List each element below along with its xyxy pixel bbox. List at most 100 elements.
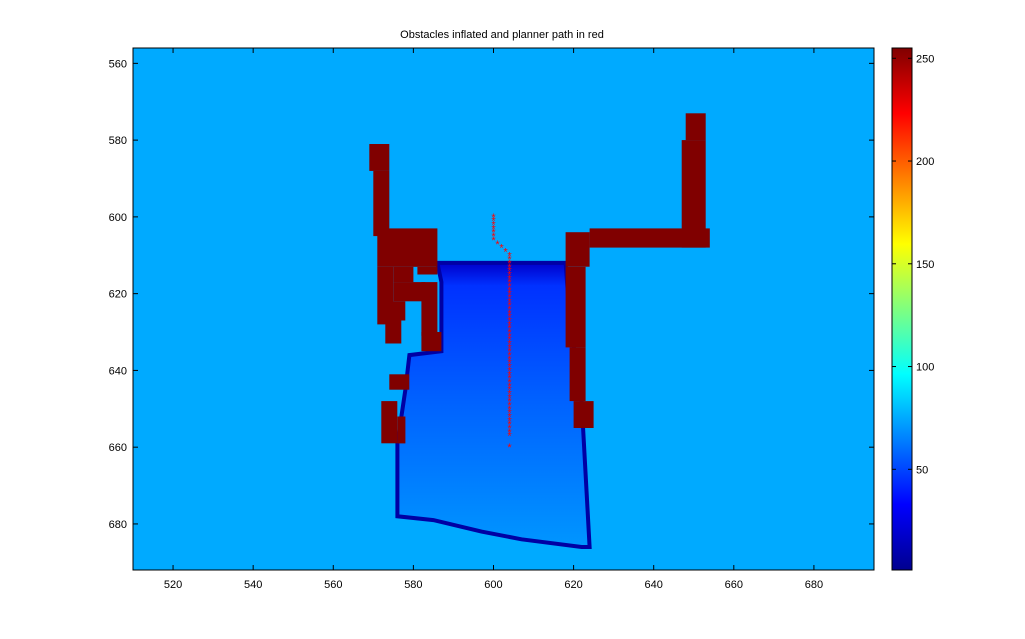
y-tick-label: 560 (109, 58, 127, 70)
obstacle-cell (393, 266, 414, 283)
x-tick-label: 620 (564, 579, 582, 591)
obstacle-cell (681, 140, 706, 248)
path-point: * (507, 327, 512, 339)
floor-region (397, 262, 590, 547)
obstacle-cell (381, 401, 398, 444)
path-point: * (507, 388, 512, 400)
path-point: * (503, 246, 508, 258)
colorbar: 50 100 150 200 250 (891, 47, 934, 571)
path-point: * (507, 319, 512, 331)
path-point: * (507, 400, 512, 412)
chart-title: Obstacles inflated and planner path in r… (400, 29, 604, 41)
x-tick-label: 540 (244, 579, 262, 591)
path-point: * (507, 354, 512, 366)
x-tick-label: 520 (164, 579, 182, 591)
path-point: * (507, 412, 512, 424)
path-point: * (491, 223, 496, 235)
path-point: * (507, 362, 512, 374)
planner-path: ******* * * * ******************************… (491, 212, 512, 454)
x-tick-label: 660 (725, 579, 743, 591)
obstacle-cell (565, 266, 586, 348)
obstacle-cell (421, 282, 438, 336)
y-tick-label: 640 (109, 365, 127, 377)
path-point: * (507, 381, 512, 393)
path-point: * (507, 350, 512, 362)
path-point: * (507, 346, 512, 358)
path-point: * (507, 281, 512, 293)
colorbar-ticks: 50 100 150 200 250 (892, 53, 934, 476)
path-point: * (507, 365, 512, 377)
obstacle-layer (369, 113, 710, 444)
path-point: * (507, 404, 512, 416)
obstacle-cell (685, 113, 706, 141)
path-point: * (491, 231, 496, 243)
y-tick-label: 620 (109, 289, 127, 301)
path-point: * (507, 423, 512, 435)
path-point: * (507, 431, 512, 443)
path-point: * (507, 285, 512, 297)
path-point: * (507, 277, 512, 289)
path-point: * (507, 300, 512, 312)
path-point: * (507, 270, 512, 282)
path-point: * (491, 227, 496, 239)
path-point: * (507, 296, 512, 308)
obstacle-cell (421, 332, 442, 352)
path-point: * (491, 235, 496, 247)
obstacle-cell (573, 401, 594, 428)
obstacle-cell (373, 170, 390, 237)
obstacle-cell (393, 282, 426, 302)
path-point: * (507, 419, 512, 431)
path-point: * (507, 293, 512, 305)
path-point: * (507, 316, 512, 328)
colorbar-tick-label: 50 (916, 464, 928, 476)
plot-area: ******* * * * ******************************… (132, 47, 875, 571)
y-tick-label: 600 (109, 212, 127, 224)
obstacle-cell (369, 144, 390, 171)
path-point: * (507, 266, 512, 278)
path-point: * (507, 396, 512, 408)
path-point: * (507, 442, 512, 454)
path-point: * (507, 262, 512, 274)
path-point: * (507, 385, 512, 397)
path-point: * (499, 243, 504, 255)
x-tick-label: 560 (324, 579, 342, 591)
colorbar-frame (891, 47, 913, 571)
y-tick-label: 580 (109, 135, 127, 147)
obstacle-cell (377, 228, 438, 267)
colorbar-gradient (892, 48, 912, 570)
colorbar-tick-label: 250 (916, 53, 934, 65)
colorbar-tick-label: 150 (916, 259, 934, 271)
path-point: * (491, 212, 496, 224)
y-tick-label: 680 (109, 519, 127, 531)
path-point: * (507, 408, 512, 420)
path-point: * (507, 258, 512, 270)
x-axis: 520 540 560 580 600 620 640 660 680 (164, 48, 823, 591)
path-point: * (507, 392, 512, 404)
colorbar-tick-label: 100 (916, 362, 934, 374)
path-point: * (507, 377, 512, 389)
path-point: * (507, 323, 512, 335)
obstacle-cell (385, 320, 402, 344)
path-point: * (507, 427, 512, 439)
y-tick-label: 660 (109, 442, 127, 454)
obstacle-cell (417, 266, 438, 275)
obstacle-cell (385, 301, 406, 321)
obstacle-cell (389, 374, 410, 390)
path-point: * (507, 308, 512, 320)
obstacle-cell (569, 347, 586, 402)
x-tick-label: 640 (645, 579, 663, 591)
path-point: * (507, 289, 512, 301)
path-point: * (507, 369, 512, 381)
path-point: * (507, 331, 512, 343)
path-point: * (507, 335, 512, 347)
path-point: * (507, 254, 512, 266)
y-axis: 560 580 600 620 640 660 680 (109, 58, 874, 531)
path-point: * (491, 216, 496, 228)
obstacle-cell (565, 232, 590, 267)
path-point: * (495, 239, 500, 251)
path-point: * (507, 339, 512, 351)
obstacle-cell (397, 416, 406, 444)
x-tick-label: 580 (404, 579, 422, 591)
path-point: * (507, 304, 512, 316)
